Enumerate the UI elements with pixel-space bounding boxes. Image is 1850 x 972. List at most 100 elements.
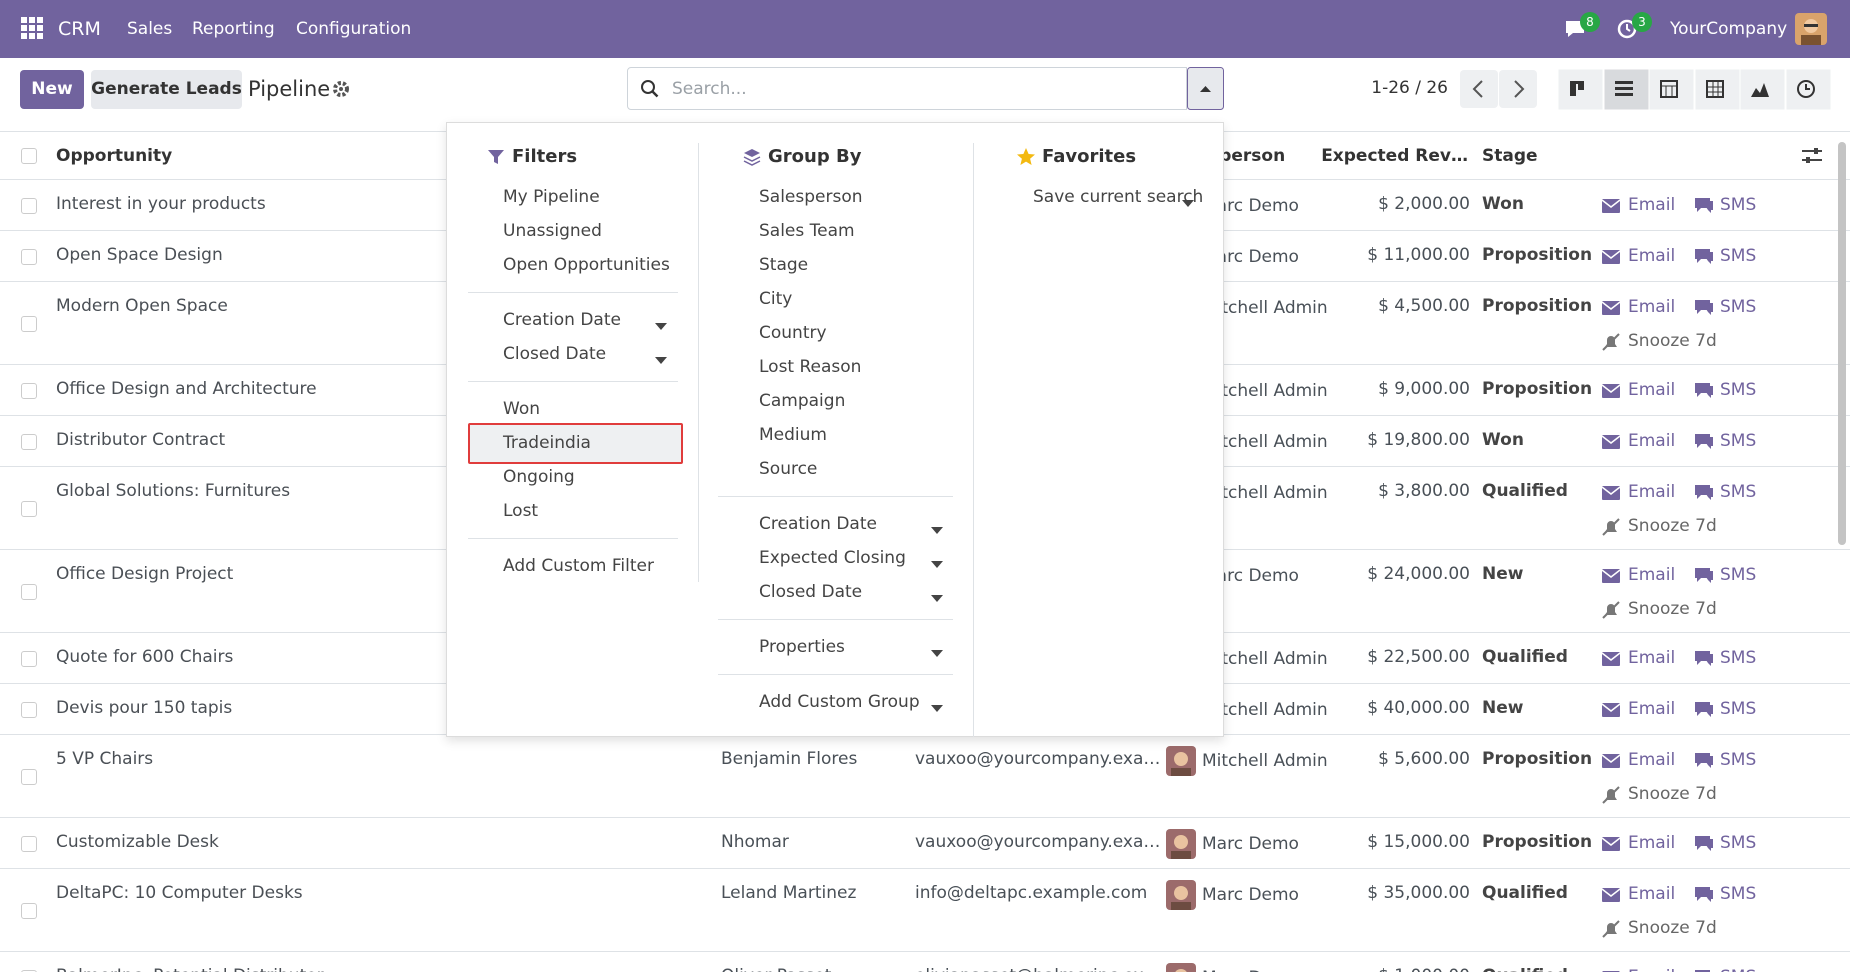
row-checkbox[interactable] <box>21 197 37 214</box>
sms-icon[interactable] <box>1694 886 1714 902</box>
email-icon[interactable] <box>1601 753 1621 768</box>
dropdown-item[interactable]: Source <box>759 459 818 479</box>
email-icon[interactable] <box>1601 651 1621 666</box>
dropdown-item[interactable]: Sales Team <box>759 221 855 241</box>
view-switch-button[interactable] <box>1648 68 1695 111</box>
snooze-icon[interactable] <box>1602 333 1620 351</box>
dropdown-item[interactable]: Country <box>759 323 827 343</box>
email-icon[interactable] <box>1601 887 1621 902</box>
dropdown-item[interactable]: Campaign <box>759 391 846 411</box>
submenu-caret[interactable] <box>655 350 667 364</box>
row-checkbox[interactable] <box>21 433 37 450</box>
dropdown-item[interactable]: Add Custom Filter <box>503 556 654 576</box>
row-checkbox[interactable] <box>21 500 37 517</box>
row-checkbox[interactable] <box>21 768 37 785</box>
row-checkbox[interactable] <box>21 835 37 852</box>
generate-leads-button[interactable]: Generate Leads <box>91 70 242 109</box>
new-button[interactable]: New <box>20 70 84 109</box>
sms-icon[interactable] <box>1694 248 1714 264</box>
sms-icon[interactable] <box>1694 382 1714 398</box>
dropdown-item[interactable]: Open Opportunities <box>503 255 670 275</box>
company-switcher[interactable]: YourCompany <box>1670 19 1788 39</box>
settings-gear[interactable] <box>332 80 350 98</box>
table-row[interactable]: BalmerInc: Potential Distributor Oliver P… <box>0 952 1850 972</box>
table-row[interactable]: Customizable Desk Nhomar vauxoo@yourcompan… <box>0 818 1850 869</box>
pager-next[interactable] <box>1499 70 1537 108</box>
sms-action[interactable]: SMS <box>1720 750 1757 770</box>
dropdown-item[interactable]: Lost Reason <box>759 357 862 377</box>
app-name[interactable]: CRM <box>58 18 101 40</box>
sms-icon[interactable] <box>1694 835 1714 851</box>
view-switch-button[interactable] <box>1694 68 1740 111</box>
row-checkbox[interactable] <box>21 701 37 718</box>
email-icon[interactable] <box>1601 198 1621 213</box>
user-avatar[interactable] <box>1795 13 1827 45</box>
sms-icon[interactable] <box>1694 433 1714 449</box>
column-header[interactable]: Opportunity <box>56 146 173 166</box>
search-toggle[interactable] <box>1187 67 1224 110</box>
sms-action[interactable]: SMS <box>1720 965 1756 972</box>
menu-item[interactable]: Reporting <box>192 19 275 39</box>
email-action[interactable]: Email <box>1628 833 1676 853</box>
email-action[interactable]: Email <box>1628 482 1676 502</box>
sms-icon[interactable] <box>1694 197 1714 213</box>
sms-icon[interactable] <box>1694 567 1714 583</box>
sms-action[interactable]: SMS <box>1720 431 1757 451</box>
messages-icon[interactable] <box>1564 18 1588 40</box>
dropdown-item[interactable]: Unassigned <box>503 221 602 241</box>
snooze-action[interactable]: Snooze 7d <box>1628 516 1717 536</box>
select-all-checkbox[interactable] <box>21 148 37 164</box>
email-action[interactable]: Email <box>1628 965 1675 972</box>
view-switch-button[interactable] <box>1785 68 1831 111</box>
sms-action[interactable]: SMS <box>1720 833 1757 853</box>
dropdown-item[interactable]: Medium <box>759 425 827 445</box>
column-header[interactable]: Stage <box>1482 146 1538 166</box>
view-switch-button[interactable] <box>1557 68 1604 111</box>
table-row[interactable]: DeltaPC: 10 Computer Desks Leland Martine… <box>0 869 1850 952</box>
table-row[interactable]: 5 VP Chairs Benjamin Flores vauxoo@yourcom… <box>0 735 1850 818</box>
pager-prev[interactable] <box>1460 70 1498 108</box>
dropdown-item[interactable]: Closed Date <box>759 582 863 602</box>
apps-menu-icon[interactable] <box>21 17 43 39</box>
dropdown-item[interactable]: City <box>759 289 793 309</box>
dropdown-item[interactable]: Tradeindia <box>503 433 591 453</box>
snooze-icon[interactable] <box>1602 920 1620 938</box>
row-checkbox[interactable] <box>21 969 37 972</box>
dropdown-item[interactable]: Creation Date <box>503 310 621 330</box>
email-icon[interactable] <box>1601 249 1621 264</box>
snooze-action[interactable]: Snooze 7d <box>1628 918 1717 938</box>
email-action[interactable]: Email <box>1628 195 1676 215</box>
snooze-action[interactable]: Snooze 7d <box>1628 784 1717 804</box>
dropdown-item[interactable]: Add Custom Group <box>759 692 920 712</box>
row-checkbox[interactable] <box>21 382 37 399</box>
sms-action[interactable]: SMS <box>1720 884 1757 904</box>
menu-item[interactable]: Configuration <box>296 19 412 39</box>
sms-icon[interactable] <box>1694 299 1714 315</box>
row-checkbox[interactable] <box>21 650 37 667</box>
dropdown-item[interactable]: Won <box>503 399 540 419</box>
email-icon[interactable] <box>1601 485 1621 500</box>
email-icon[interactable] <box>1601 568 1621 583</box>
email-icon[interactable] <box>1601 300 1621 315</box>
dropdown-item[interactable]: Creation Date <box>759 514 877 534</box>
email-action[interactable]: Email <box>1628 246 1676 266</box>
email-action[interactable]: Email <box>1628 297 1676 317</box>
email-action[interactable]: Email <box>1628 750 1676 770</box>
sms-icon[interactable] <box>1694 484 1714 500</box>
dropdown-item[interactable]: My Pipeline <box>503 187 600 207</box>
search-box[interactable]: Search... <box>627 67 1187 110</box>
submenu-caret[interactable] <box>655 316 667 330</box>
optional-columns-toggle[interactable] <box>1802 147 1822 165</box>
dropdown-item[interactable]: Ongoing <box>503 467 575 487</box>
email-action[interactable]: Email <box>1628 380 1676 400</box>
sms-action[interactable]: SMS <box>1720 482 1757 502</box>
sms-action[interactable]: SMS <box>1720 699 1757 719</box>
email-icon[interactable] <box>1601 702 1621 717</box>
email-icon[interactable] <box>1601 383 1621 398</box>
submenu-caret[interactable] <box>931 698 943 712</box>
dropdown-item[interactable]: Closed Date <box>503 344 607 364</box>
dropdown-item[interactable]: Lost <box>503 501 539 521</box>
email-action[interactable]: Email <box>1628 884 1676 904</box>
view-switch-button[interactable] <box>1603 68 1649 111</box>
menu-item[interactable]: Sales <box>127 19 173 39</box>
